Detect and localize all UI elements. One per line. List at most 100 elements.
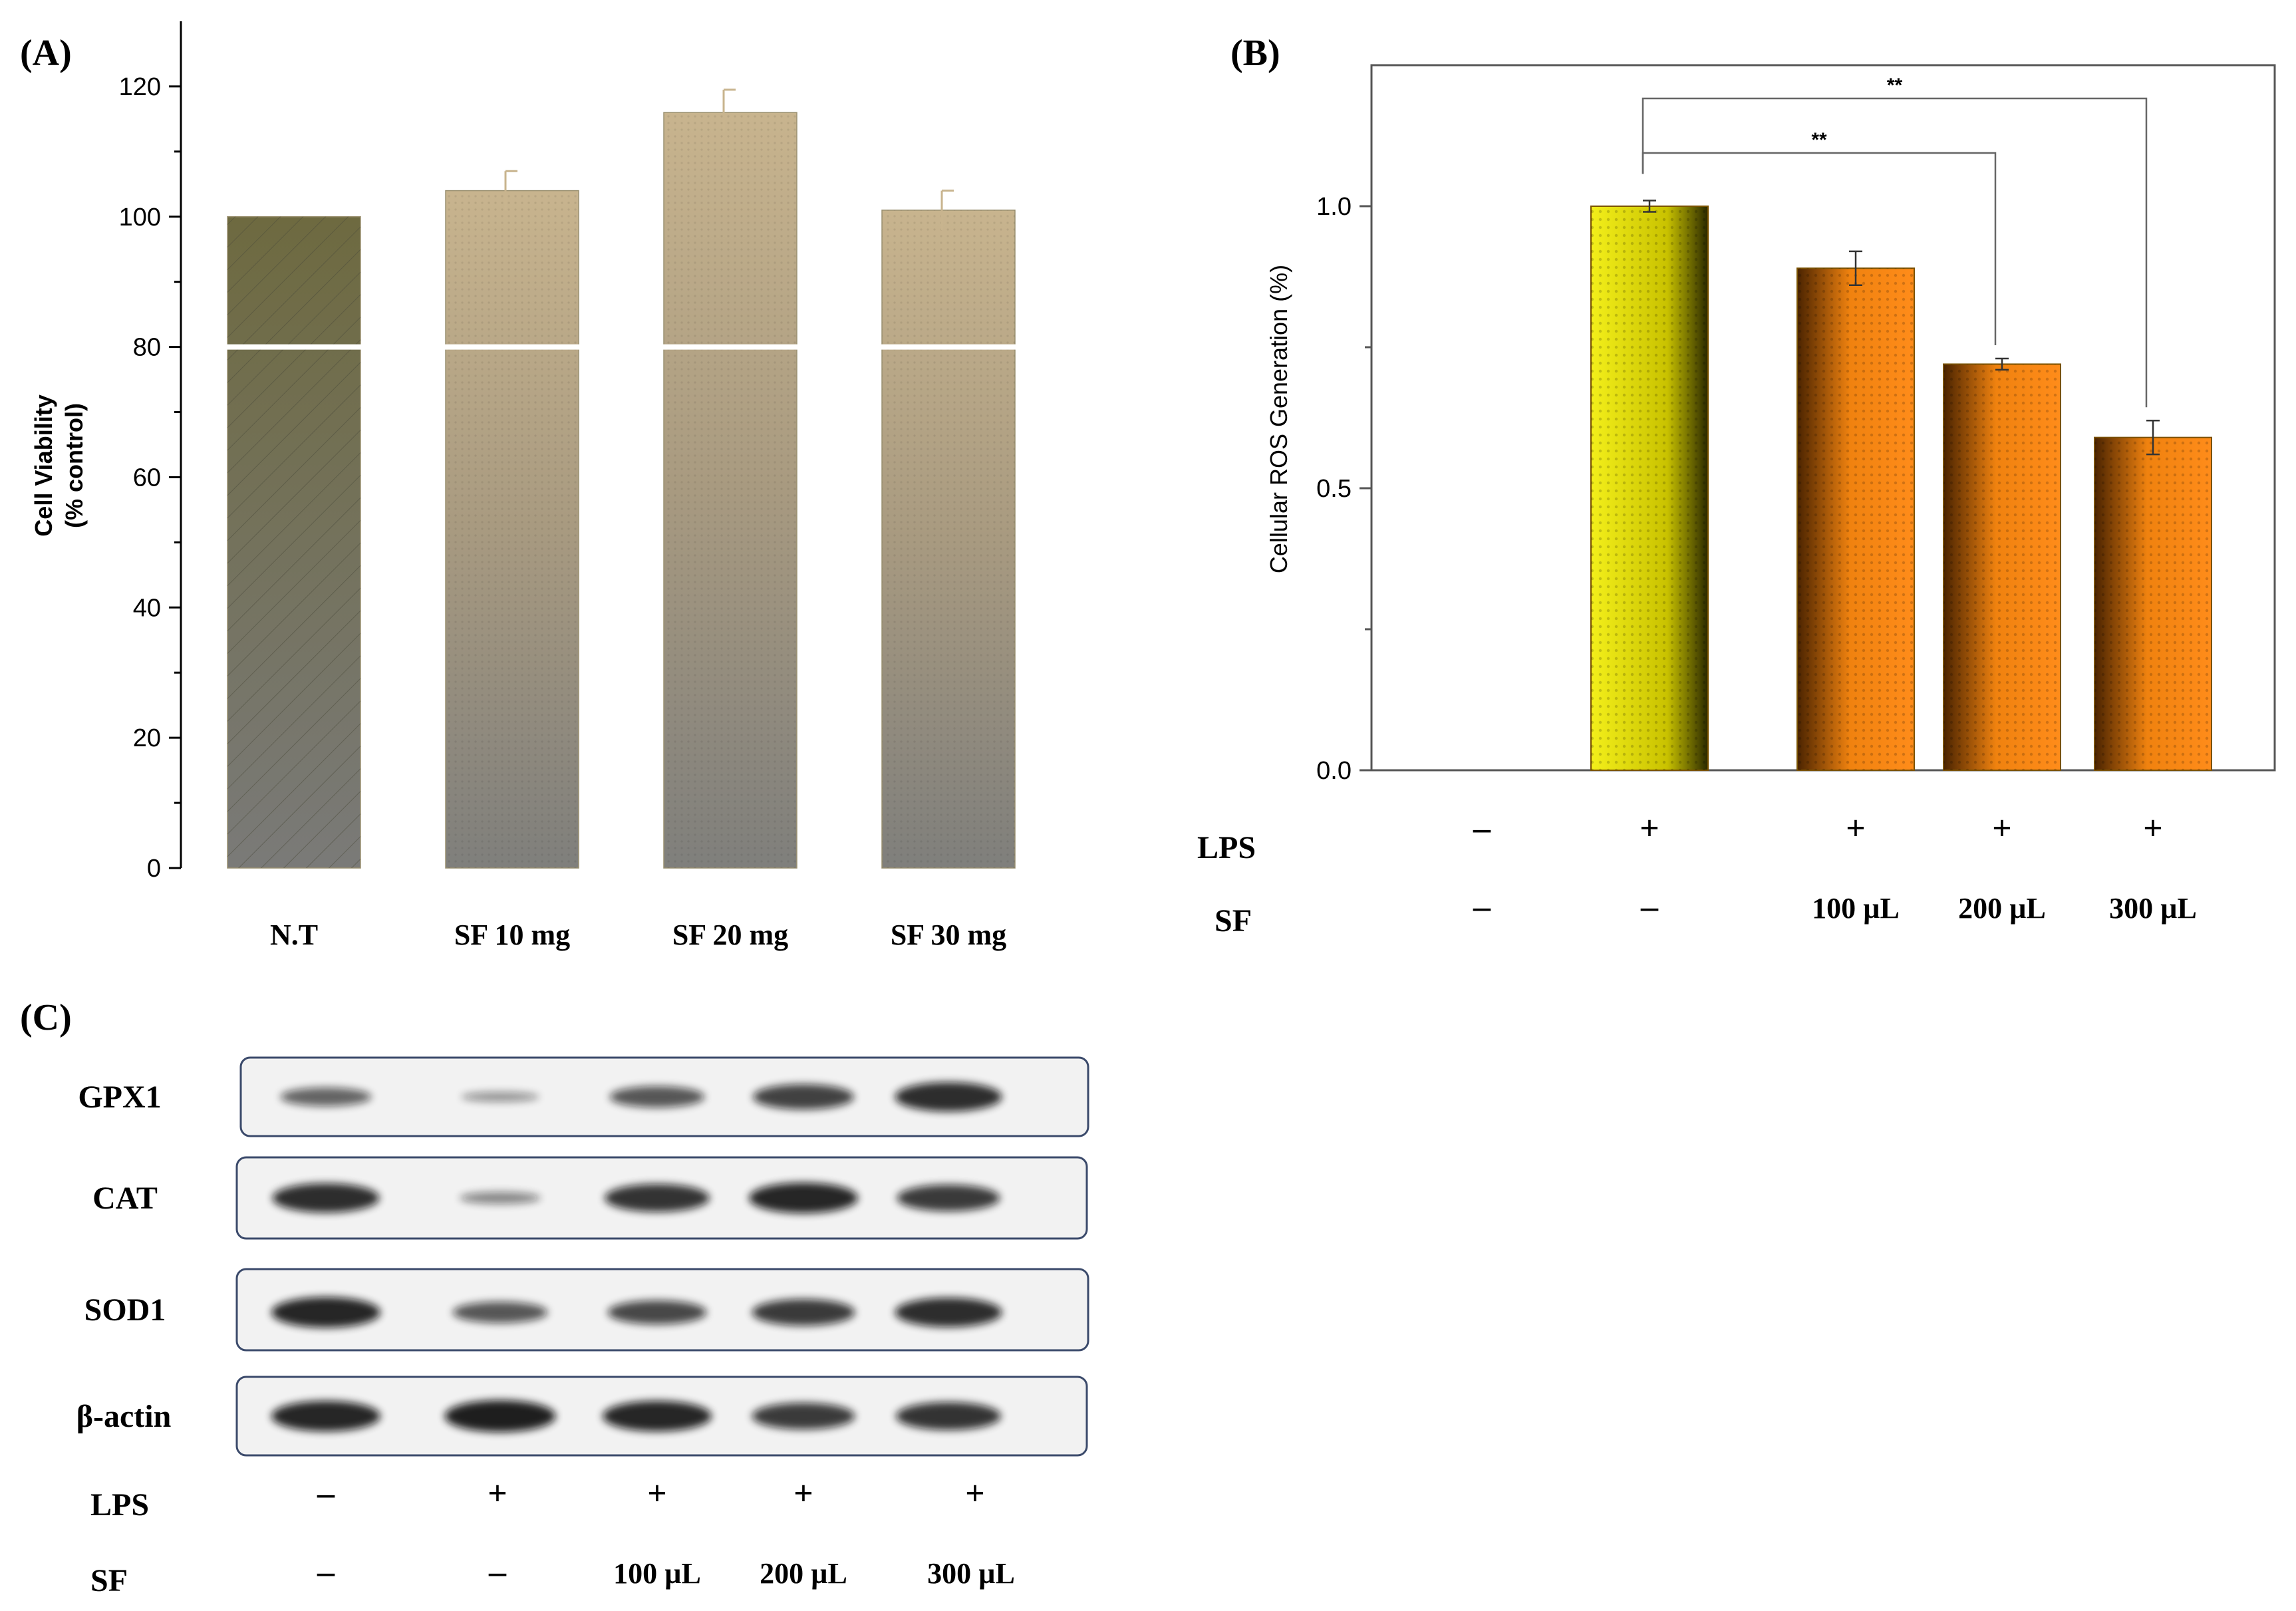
panel-b-lps-value: +: [2143, 809, 2163, 847]
panel-b-row-label-sf: SF: [1215, 903, 1252, 939]
panel-c-protein-label: CAT: [92, 1181, 158, 1216]
panel-a-label: (A): [20, 33, 72, 74]
panel-c-band: [271, 1297, 380, 1328]
panel-b-bar-texture: [2094, 437, 2212, 770]
panel-b-bar-texture: [1797, 268, 1914, 770]
panel-b-significance-bracket: **: [1642, 74, 2148, 408]
panel-a-bar-texture: [882, 210, 1015, 868]
panel-a-y-tick-label: 80: [133, 334, 161, 362]
panel-a-y-axis: 0 20 40 60 80 100 120: [119, 21, 182, 883]
panel-c-sf-value: –: [488, 1553, 507, 1591]
panel-b-label: (B): [1230, 33, 1280, 74]
panel-b-bars: [1590, 200, 2212, 771]
panel-c-band: [272, 1183, 380, 1213]
panel-b-significance-label: **: [1811, 129, 1827, 151]
panel-a-x-label-1: N.T: [270, 919, 318, 951]
panel-c-lps-value: +: [793, 1475, 813, 1513]
panel-b-treatment-rows: LPS SF – + + + + – – 100 µL 200 µL 300 µL: [1197, 809, 2197, 939]
panel-b-lps-value: +: [1846, 809, 1866, 847]
panel-c-band: [895, 1298, 1002, 1327]
panel-c-lps-value: +: [647, 1475, 667, 1513]
panel-a-cell-viability-chart: (A) 0 20 40 60 80 100 120 Cell Viability (% co…: [20, 21, 1019, 951]
panel-b-ros-chart: (B) 0.0 0.5 1.0 ** ** Cellular ROS Generati…: [1197, 33, 2276, 939]
panel-c-band: [895, 1082, 1002, 1111]
panel-c-blot-row: β-actin: [76, 1376, 1088, 1457]
panel-c-row-label-lps: LPS: [90, 1487, 149, 1523]
panel-a-y-tick-label: 60: [133, 464, 161, 492]
panel-b-bar-group: [1796, 250, 1915, 771]
panel-b-sf-value: 200 µL: [1958, 892, 2046, 925]
panel-c-band: [271, 1401, 380, 1431]
panel-a-bar-group: [660, 88, 801, 869]
panel-b-sf-value: 300 µL: [2109, 892, 2197, 925]
panel-c-blots: GPX1 CAT SOD1 β-actin: [76, 1056, 1089, 1457]
panel-c-band: [603, 1401, 712, 1431]
panel-c-protein-label: β-actin: [76, 1399, 172, 1434]
panel-b-sf-value: 100 µL: [1812, 892, 1900, 925]
panel-a-bar-texture: [664, 112, 797, 869]
panel-b-y-tick-label: 1.0: [1316, 193, 1352, 221]
panel-a-x-labels: N.T SF 10 mg SF 20 mg SF 30 mg: [270, 919, 1006, 951]
panel-b-y-axis: 0.0 0.5 1.0: [1316, 193, 1371, 785]
panel-c-treatment-rows: LPS SF – + + + + – – 100 µL 200 µL 300 µL: [90, 1475, 1015, 1598]
panel-a-bar-texture: [227, 216, 360, 868]
panel-c-blot-row: GPX1: [78, 1056, 1089, 1137]
panel-b-y-tick-label: 0.0: [1316, 757, 1352, 785]
panel-a-bars: [223, 88, 1019, 869]
panel-a-bar-group: [878, 190, 1019, 869]
panel-c-western-blot: (C) GPX1 CAT SOD1 β-actin LPS SF – + + + + – – 100 µ…: [20, 997, 1089, 1598]
panel-b-y-tick-label: 0.5: [1316, 475, 1352, 503]
panel-b-lps-value: –: [1473, 809, 1491, 847]
panel-b-bar-group: [1590, 200, 1709, 771]
panel-c-lps-value: –: [317, 1475, 335, 1513]
panel-c-band: [752, 1403, 855, 1429]
panel-b-bracket-line: [1642, 152, 1997, 345]
panel-c-band: [752, 1299, 855, 1326]
panel-c-sf-value: –: [317, 1553, 335, 1591]
panel-c-band: [897, 1185, 1000, 1211]
panel-a-y-tick-label: 40: [133, 594, 161, 622]
panel-b-bar-group: [2094, 419, 2212, 771]
panel-b-sf-value: –: [1640, 888, 1659, 926]
panel-c-label: (C): [20, 997, 72, 1038]
panel-a-y-label-1: Cell Viability: [30, 394, 57, 536]
panel-c-blot-row: CAT: [92, 1156, 1088, 1240]
panel-a-x-label-2: SF 10 mg: [454, 919, 570, 951]
panel-a-x-label-3: SF 20 mg: [672, 919, 788, 951]
panel-b-bracket-line: [1642, 97, 2148, 408]
panel-c-band: [607, 1300, 707, 1324]
panel-a-y-tick-label: 120: [119, 73, 161, 101]
panel-a-bar-group: [442, 170, 583, 869]
panel-a-bar-group: [223, 216, 364, 869]
panel-a-y-tick-label: 100: [119, 204, 161, 231]
panel-c-band: [749, 1183, 858, 1213]
panel-b-significance: ** **: [1642, 74, 2148, 408]
panel-c-sf-value: 200 µL: [760, 1557, 847, 1590]
panel-b-lps-value: +: [1640, 809, 1659, 847]
panel-c-band: [280, 1088, 372, 1106]
panel-c-band: [896, 1402, 1001, 1430]
panel-c-band: [461, 1092, 539, 1102]
panel-b-bar-texture: [1943, 364, 2061, 770]
panel-b-row-label-lps: LPS: [1197, 830, 1256, 865]
panel-c-protein-label: GPX1: [78, 1080, 161, 1115]
panel-c-band: [452, 1302, 548, 1323]
panel-a-y-tick-label: 20: [133, 724, 161, 752]
panel-b-sf-value: –: [1473, 888, 1491, 926]
panel-a-x-label-4: SF 30 mg: [891, 919, 1006, 951]
panel-c-lps-value: +: [488, 1475, 507, 1513]
panel-c-band: [605, 1184, 710, 1212]
panel-c-lps-value: +: [965, 1475, 985, 1513]
panel-b-bar-group: [1943, 357, 2061, 771]
panel-c-row-label-sf: SF: [90, 1563, 128, 1598]
panel-a-y-label-2: (% control): [61, 403, 88, 528]
panel-c-band: [609, 1086, 705, 1107]
panel-b-bar-texture: [1591, 206, 1708, 770]
panel-b-y-label: Cellular ROS Generation (%): [1265, 265, 1292, 573]
panel-a-bar-texture: [446, 190, 579, 869]
panel-c-band: [753, 1084, 854, 1109]
panel-c-sf-value: 300 µL: [927, 1557, 1015, 1590]
panel-c-band: [444, 1400, 556, 1432]
panel-c-protein-label: SOD1: [84, 1292, 166, 1328]
